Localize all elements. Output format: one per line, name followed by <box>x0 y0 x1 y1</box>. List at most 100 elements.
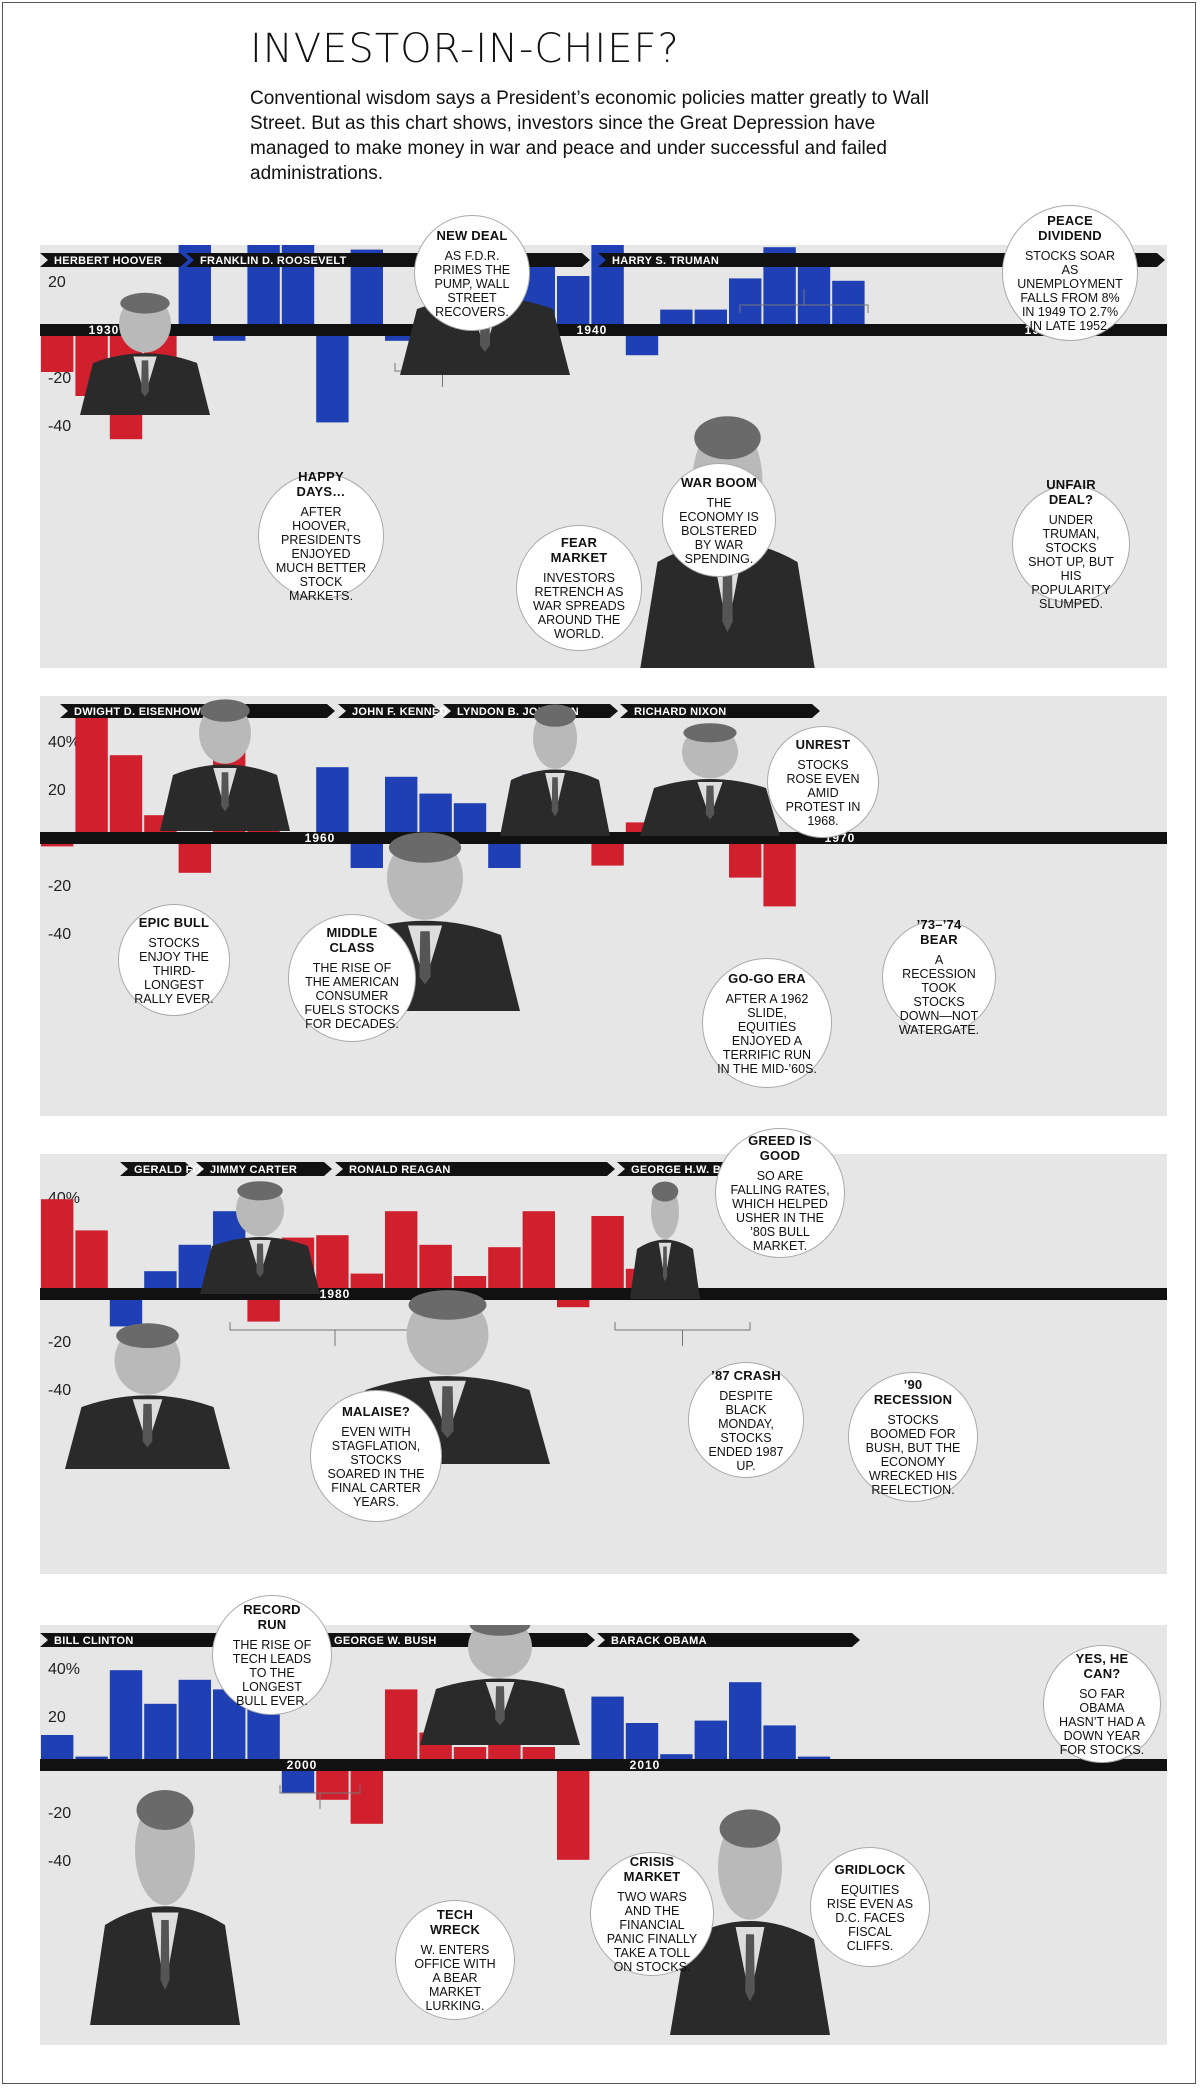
president-name-label: GEORGE H.W. BUSH <box>631 1164 745 1176</box>
bar-1957 <box>178 844 211 873</box>
bar-2012 <box>694 1720 727 1759</box>
annotation-gridlock: GRIDLOCK EQUITIES RISE EVEN AS D.C. FACES… <box>810 1847 930 1967</box>
president-name-label: HARRY S. TRUMAN <box>612 255 719 267</box>
annotation-text: STOCKS ROSE EVEN AMID PROTEST IN 1968. <box>785 757 861 828</box>
portrait-hair <box>469 1625 531 1636</box>
annotation-text: A RECESSION TOOK STOCKS DOWN—NOT WATERGA… <box>898 953 980 1037</box>
annotation-text: AS F.D.R. PRIMES THE PUMP, WALL STREET R… <box>433 248 511 319</box>
page-title: INVESTOR-IN-CHIEF? <box>250 26 680 72</box>
decade-label: 1940 <box>577 323 608 337</box>
portrait-hair <box>683 723 737 743</box>
bar-1934 <box>213 336 246 341</box>
president-portrait <box>200 1181 320 1294</box>
annotation-title: ’87 CRASH <box>711 1367 781 1383</box>
annotation-text: STOCKS SOAR AS UNEMPLOYMENT FALLS FROM 8… <box>1017 249 1123 333</box>
president-banner <box>338 704 440 718</box>
annotation-new-deal: NEW DEAL AS F.D.R. PRIMES THE PUMP, WALL … <box>414 215 530 331</box>
annotation-text: AFTER A 1962 SLIDE, EQUITIES ENJOYED A T… <box>717 991 817 1076</box>
y-tick-label: -40 <box>48 926 71 943</box>
y-tick-label: 20 <box>48 274 66 291</box>
bar-1947 <box>660 309 693 324</box>
president-name-label: BILL CLINTON <box>54 1635 134 1647</box>
y-tick-label: 40% <box>48 734 80 751</box>
annotation-title: PEACE DIVIDEND <box>1038 213 1102 243</box>
president-portrait <box>640 723 780 836</box>
annotation-text: EQUITIES RISE EVEN AS D.C. FACES FISCAL … <box>826 1882 914 1953</box>
bar-1955 <box>109 755 143 832</box>
annotation-unrest: UNREST STOCKS ROSE EVEN AMID PROTEST IN 1… <box>767 726 879 838</box>
bar-1974 <box>763 844 796 907</box>
annotation-crisis-market: CRISIS MARKET TWO WARS AND THE FINANCIAL … <box>590 1852 714 1976</box>
portrait-tie <box>160 1920 170 1990</box>
president-name-label: BARACK OBAMA <box>611 1635 707 1647</box>
bar-1973 <box>729 844 762 878</box>
y-tick-label: -40 <box>48 418 71 435</box>
bar-1996 <box>144 1703 177 1759</box>
president-portrait <box>500 704 610 836</box>
bar-1999 <box>247 1708 280 1759</box>
annotation-text: UNDER TRUMAN, STOCKS SHOT UP, BUT HIS PO… <box>1028 513 1114 611</box>
bar-1963 <box>385 776 418 832</box>
bar-2000 <box>281 1771 315 1793</box>
annotation-text: SO ARE FALLING RATES, WHICH HELPED USHER… <box>730 1169 830 1253</box>
bar-1954 <box>75 707 108 832</box>
president-name-label: GEORGE W. BUSH <box>334 1635 437 1647</box>
chart-panel-1993-2015: 40% 20 -20 -40 2000 2010 BILL CLINTON GEORGE W.… <box>40 1595 1167 2045</box>
annotation-title: FEAR MARKET <box>550 535 608 565</box>
annotation-happy-days: HAPPY DAYS… AFTER HOOVER, PRESIDENTS ENJO… <box>258 469 384 603</box>
annotation-greed-is-good: GREED IS GOOD SO ARE FALLING RATES, WHICH… <box>715 1128 845 1258</box>
annotation-tech-wreck: TECH WRECK W. ENTERS OFFICE WITH A BEAR M… <box>395 1900 515 2020</box>
annotation-title: RECORD RUN <box>243 1602 301 1632</box>
portrait-hair <box>200 699 250 722</box>
bar-1989 <box>522 1211 555 1288</box>
bar-2011 <box>660 1754 693 1759</box>
president-banner <box>597 1633 860 1647</box>
bar-1951 <box>797 266 831 324</box>
bar-1966 <box>488 844 521 868</box>
decade-label: 2000 <box>287 1758 318 1772</box>
annotation-title: HAPPY DAYS… <box>296 469 346 499</box>
president-name-label: DWIGHT D. EISENHOWER <box>74 706 217 718</box>
bar-1937 <box>316 336 349 423</box>
portrait-hair <box>651 1181 679 1202</box>
portrait-tie <box>142 1403 153 1448</box>
portrait-tie <box>705 785 715 820</box>
portrait-hair <box>719 1809 781 1848</box>
bar-2010 <box>625 1723 659 1759</box>
president-banner <box>60 704 335 718</box>
portrait-tie <box>419 931 431 985</box>
y-tick-label: -40 <box>48 1382 71 1399</box>
president-portrait <box>65 1323 230 1469</box>
president-name-label: JOHN F. KENNEDY <box>352 706 456 718</box>
annotation-title: MIDDLE CLASS <box>326 925 378 955</box>
annotation-title: CRISIS MARKET <box>623 1854 681 1884</box>
bar-1987 <box>453 1276 487 1288</box>
bar-1997 <box>178 1679 211 1759</box>
annotation-title: ’90 RECESSION <box>873 1377 953 1407</box>
portrait-tie <box>551 777 559 817</box>
bar-2014 <box>763 1725 796 1759</box>
bar-1961 <box>316 767 349 832</box>
portrait-hair <box>694 416 761 460</box>
annotation-text: SO FAR OBAMA HASN’T HAD A DOWN YEAR FOR … <box>1059 1687 1145 1757</box>
annotation-text: THE RISE OF TECH LEADS TO THE LONGEST BU… <box>232 1638 312 1708</box>
annotation-90-recession: ’90 RECESSION STOCKS BOOMED FOR BUSH, BUT… <box>848 1372 978 1502</box>
annotation-title: UNREST <box>795 736 851 752</box>
bar-2007 <box>522 1747 555 1759</box>
annotation-title: TECH WRECK <box>429 1907 481 1937</box>
president-portrait <box>90 1790 240 2025</box>
bar-1984 <box>350 1273 383 1288</box>
zero-axis <box>40 1759 1167 1771</box>
president-name-label: GERALD FORD <box>134 1164 218 1176</box>
president-name-label: FRANKLIN D. ROOSEVELT <box>200 255 347 267</box>
portrait-tie <box>495 1686 505 1726</box>
y-tick-label: -20 <box>48 370 71 387</box>
bar-1978 <box>144 1271 177 1288</box>
chart-panel-1953-1974: 40% 20 -20 -40 1960 1970 DWIGHT D. EISENHOWER J… <box>40 696 1167 1116</box>
annotation-text: INVESTORS RETRENCH AS WAR SPREADS AROUND… <box>533 571 625 641</box>
portrait-hair <box>136 1790 194 1830</box>
bar-1953 <box>41 844 74 847</box>
